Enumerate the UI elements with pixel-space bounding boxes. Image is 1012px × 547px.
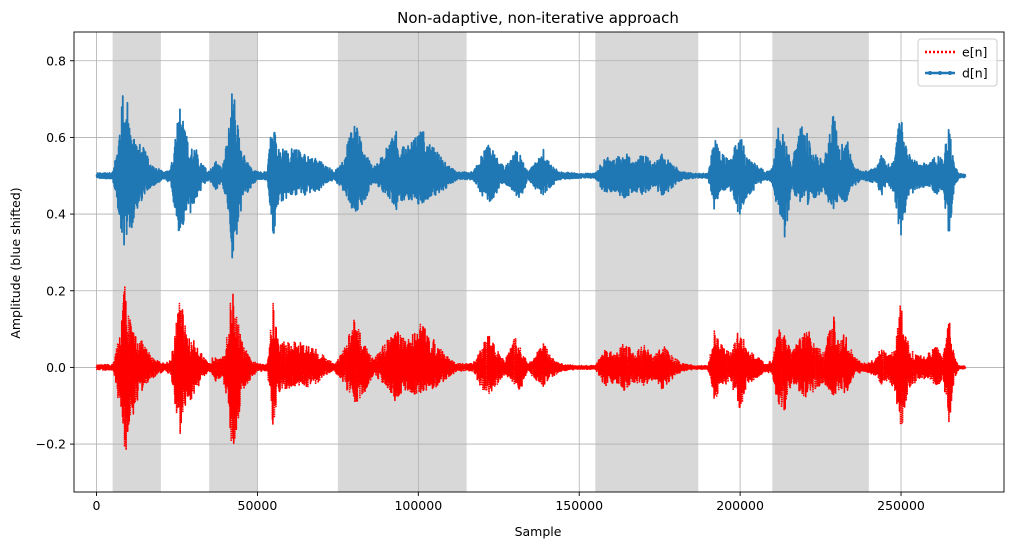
x-tick-label-1: 50000	[238, 498, 278, 513]
x-tick-label-5: 250000	[877, 498, 925, 513]
x-tick-label-2: 100000	[394, 498, 442, 513]
axis-ticks: 0 50000 100000 150000 200000 250000 −0.2 0.0 0.2…	[36, 53, 925, 513]
y-tick-label-1: 0.0	[46, 360, 66, 375]
x-tick-label-0: 0	[93, 498, 101, 513]
series-group	[95, 93, 967, 451]
y-tick-label-4: 0.6	[46, 130, 66, 145]
shaded-region-2	[337, 32, 467, 492]
shaded-region-0	[112, 32, 161, 492]
x-tick-label-4: 200000	[716, 498, 764, 513]
shaded-region-4	[772, 32, 869, 492]
legend: e[n] d[n]	[917, 38, 998, 87]
legend-entry-d: d[n]	[925, 66, 988, 81]
shaded-regions	[112, 32, 869, 492]
y-tick-label-3: 0.4	[46, 207, 66, 222]
shaded-region-3	[595, 32, 699, 492]
x-tick-label-3: 150000	[555, 498, 603, 513]
x-axis-label: Sample	[515, 524, 562, 539]
legend-marker-d	[928, 71, 932, 75]
y-tick-label-2: 0.2	[46, 283, 66, 298]
y-tick-label-5: 0.8	[46, 53, 66, 68]
legend-marker-d	[948, 71, 952, 75]
plot-frame	[73, 31, 1005, 493]
y-tick-label-0: −0.2	[36, 437, 66, 452]
chart-title: Non-adaptive, non-iterative approach	[397, 9, 679, 27]
y-axis-label: Amplitude (blue shifted)	[8, 187, 23, 338]
legend-label-d: d[n]	[962, 66, 988, 81]
legend-label-e: e[n]	[962, 45, 987, 60]
legend-marker-d	[938, 71, 942, 75]
legend-entry-e: e[n]	[925, 45, 987, 60]
